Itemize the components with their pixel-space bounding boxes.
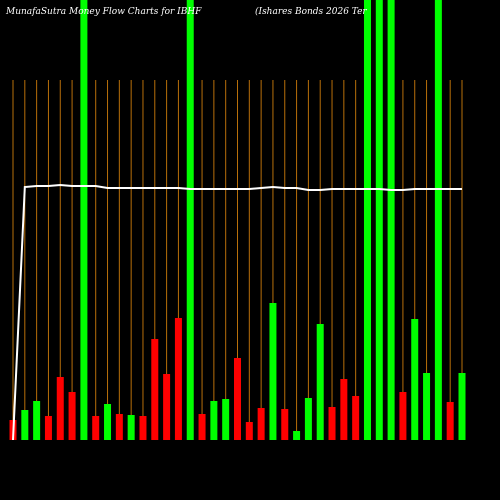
bar — [104, 404, 112, 440]
bar — [352, 396, 360, 440]
bar — [363, 0, 371, 440]
chart-title: MunafaSutra Money Flow Charts for IBHF — [5, 7, 202, 17]
bar — [198, 414, 206, 440]
bar — [316, 324, 324, 440]
bar — [92, 416, 100, 440]
bar — [80, 0, 88, 440]
bar — [458, 373, 466, 440]
bar — [222, 399, 230, 440]
price-line — [12, 183, 462, 441]
chart-subtitle: (Ishares Bonds 2026 Ter — [255, 6, 367, 17]
bar — [21, 410, 29, 440]
bar — [446, 402, 454, 440]
bar — [257, 408, 265, 440]
bar — [328, 407, 336, 440]
bar — [115, 414, 123, 440]
bar — [163, 374, 171, 440]
bar — [44, 416, 52, 440]
bar — [245, 422, 253, 440]
bar — [375, 0, 383, 440]
bar — [304, 398, 312, 440]
bar — [399, 392, 407, 440]
bar — [56, 377, 64, 440]
bar — [127, 415, 135, 440]
bar — [234, 358, 241, 440]
bar — [281, 409, 289, 440]
bar — [411, 319, 419, 440]
bar — [151, 339, 159, 440]
bar — [139, 416, 147, 440]
bar — [68, 392, 76, 440]
bar — [423, 373, 431, 440]
bar — [387, 0, 395, 440]
bar — [174, 318, 182, 440]
bar — [434, 0, 442, 440]
bar — [340, 379, 348, 440]
bar — [210, 401, 218, 440]
bar — [33, 401, 41, 440]
bar — [293, 431, 301, 440]
bar — [269, 303, 277, 440]
bar — [186, 0, 194, 440]
